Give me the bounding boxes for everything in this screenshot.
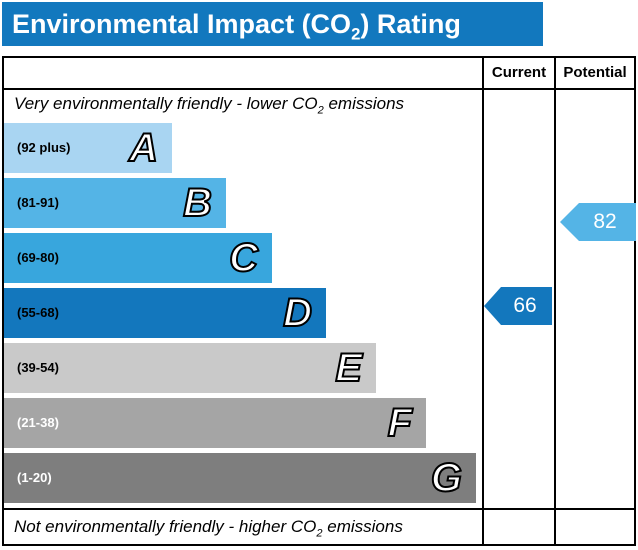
band-range-label: (39-54): [17, 360, 59, 375]
band-row-D: (55-68) D: [4, 285, 482, 340]
potential-value: 82: [593, 210, 617, 233]
top-caption: Very environmentally friendly - lower CO…: [14, 88, 404, 120]
band-row-G: (1-20) G: [4, 450, 482, 505]
band-bar-F: (21-38) F: [4, 397, 426, 448]
potential-arrow: 82: [560, 203, 636, 241]
band-letter: A: [128, 125, 159, 170]
bands: (92 plus) A (81-91) B (69-80) C (55-68) D (39-54…: [4, 120, 482, 505]
bottom-caption-suffix: emissions: [322, 517, 403, 536]
page-title-suffix: ) Rating: [360, 9, 461, 39]
band-range-label: (1-20): [17, 470, 52, 485]
band-bar-A: (92 plus) A: [4, 122, 172, 173]
current-arrow: 66: [484, 287, 552, 325]
top-caption-text: Very environmentally friendly - lower CO: [14, 94, 318, 113]
header-row-divider: [4, 88, 634, 90]
column-header-potential: Potential: [563, 64, 627, 81]
band-row-F: (21-38) F: [4, 395, 482, 450]
band-bar-D: (55-68) D: [4, 287, 326, 338]
bottom-caption: Not environmentally friendly - higher CO…: [14, 510, 403, 544]
bottom-caption-divider: [4, 508, 634, 510]
band-letter: F: [387, 400, 413, 445]
current-value: 66: [513, 294, 537, 317]
band-letter: C: [228, 235, 259, 280]
band-letter: D: [282, 290, 313, 335]
potential-column-divider: [554, 58, 556, 544]
column-header-current: Current: [491, 64, 547, 81]
page-title: Environmental Impact (CO2) Rating: [2, 2, 543, 46]
band-letter: E: [334, 345, 363, 390]
bottom-caption-subscript: 2: [316, 527, 323, 540]
current-column-divider: [482, 58, 484, 544]
band-bar-C: (69-80) C: [4, 232, 272, 283]
page-title-text: Environmental Impact (CO: [12, 9, 352, 39]
band-row-C: (69-80) C: [4, 230, 482, 285]
band-letter: G: [430, 455, 463, 500]
band-range-label: (81-91): [17, 195, 59, 210]
band-row-A: (92 plus) A: [4, 120, 482, 175]
band-range-label: (55-68): [17, 305, 59, 320]
band-row-B: (81-91) B: [4, 175, 482, 230]
band-bar-G: (1-20) G: [4, 452, 476, 503]
band-range-label: (69-80): [17, 250, 59, 265]
band-range-label: (92 plus): [17, 140, 71, 155]
top-caption-suffix: emissions: [323, 94, 405, 113]
band-bar-E: (39-54) E: [4, 342, 376, 393]
page-title-subscript: 2: [351, 24, 361, 44]
rating-table: Current Potential Very environmentally f…: [2, 56, 636, 546]
band-bar-B: (81-91) B: [4, 177, 226, 228]
band-letter: B: [182, 180, 213, 225]
top-caption-subscript: 2: [317, 104, 324, 117]
band-range-label: (21-38): [17, 415, 59, 430]
band-row-E: (39-54) E: [4, 340, 482, 395]
bottom-caption-text: Not environmentally friendly - higher CO: [14, 517, 317, 536]
